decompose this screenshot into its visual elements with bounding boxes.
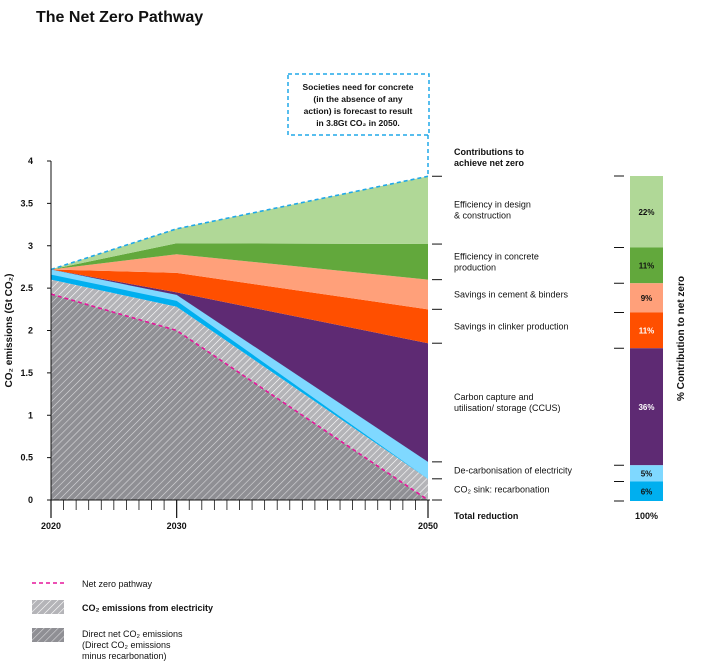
contribution-pct-label: 36% <box>638 403 654 412</box>
callout-text-line: Societies need for concrete <box>302 82 413 92</box>
y-tick-label: 0 <box>28 495 33 505</box>
axes: 0 0.5 1 1.5 2 2.5 3 3.5 4 2020 2030 2050 CO₂ emissio… <box>4 156 438 531</box>
callout-text-line: action) is forecast to result <box>304 106 413 116</box>
contribution-pct-label: 5% <box>641 469 653 478</box>
business-as-usual-line <box>50 175 429 271</box>
callout-box: Societies need for concrete (in the absen… <box>287 73 430 177</box>
y-tick-label: 2.5 <box>20 283 33 293</box>
contribution-label-line: Savings in clinker production <box>454 321 569 331</box>
y-tick-label: 1 <box>28 410 33 420</box>
contribution-pct-label: 6% <box>641 487 653 496</box>
contribution-bar-segment <box>630 312 663 349</box>
legend-label: (Direct CO₂ emissions <box>82 640 171 650</box>
contribution-pct-label: 9% <box>641 294 653 303</box>
contribution-pct-label: 11% <box>639 326 655 335</box>
legend-label: Direct net CO₂ emissions <box>82 629 183 639</box>
contribution-pct-label: 11% <box>639 261 655 270</box>
contributions-header-line: Contributions to <box>454 147 524 157</box>
y-tick-label: 1.5 <box>20 368 33 378</box>
y-axis-label: CO₂ emissions (Gt CO₂) <box>4 274 15 388</box>
y-tick-label: 3 <box>28 241 33 251</box>
legend-swatch-electricity <box>32 600 64 614</box>
contribution-label-line: De-carbonisation of electricity <box>454 465 573 475</box>
y-tick-label: 3.5 <box>20 198 33 208</box>
callout-text-line: (in the absence of any <box>313 94 403 104</box>
area-cement-binders <box>51 254 428 310</box>
net-zero-pathway-line <box>50 293 429 501</box>
legend-label: minus recarbonation) <box>82 651 167 661</box>
x-tick-label: 2050 <box>418 521 438 531</box>
contribution-label-line: & construction <box>454 211 511 221</box>
y-tick-label: 4 <box>28 156 33 166</box>
contribution-label-line: CO₂ sink: recarbonation <box>454 484 550 494</box>
contribution-label-line: production <box>454 262 496 272</box>
contribution-pct-label: 22% <box>638 208 654 217</box>
contribution-label-line: Efficiency in concrete <box>454 251 539 261</box>
contribution-bar-segment <box>630 481 663 501</box>
legend: Net zero pathway CO₂ emissions from elect… <box>32 579 213 661</box>
callout-text-line: in 3.8Gt CO₂ in 2050. <box>316 118 400 128</box>
legend-label: CO₂ emissions from electricity <box>82 603 213 613</box>
callout-border <box>287 73 430 136</box>
contribution-bar-segment <box>630 348 663 466</box>
contributions-header-line: achieve net zero <box>454 158 525 168</box>
area-efficiency-production <box>51 243 428 280</box>
legend-label: Net zero pathway <box>82 579 153 589</box>
chart-title: The Net Zero Pathway <box>36 9 204 26</box>
stacked-areas <box>50 175 429 501</box>
contribution-bar-segment <box>630 247 663 284</box>
area-electricity-emissions <box>51 279 428 500</box>
area-direct-net-emissions <box>51 294 428 500</box>
contribution-label-line: Savings in cement & binders <box>454 289 569 299</box>
y-tick-label: 2 <box>28 326 33 336</box>
contribution-bar-segment <box>630 283 663 313</box>
right-axis-label: % Contribution to net zero <box>676 276 687 401</box>
contribution-label-line: utilisation/ storage (CCUS) <box>454 403 561 413</box>
contribution-label-line: Carbon capture and <box>454 392 534 402</box>
area-clinker <box>51 269 428 344</box>
total-pct-label: 100% <box>635 511 658 521</box>
y-tick-label: 0.5 <box>20 453 33 463</box>
total-reduction-label: Total reduction <box>454 511 518 521</box>
area-ccus <box>51 269 428 462</box>
x-tick-label: 2030 <box>167 521 187 531</box>
contribution-bar-segment <box>630 465 663 482</box>
x-tick-label: 2020 <box>41 521 61 531</box>
legend-swatch-direct <box>32 628 64 642</box>
contribution-label-line: Efficiency in design <box>454 200 531 210</box>
area-efficiency-design <box>51 176 428 270</box>
contribution-bar-segment <box>630 176 663 248</box>
